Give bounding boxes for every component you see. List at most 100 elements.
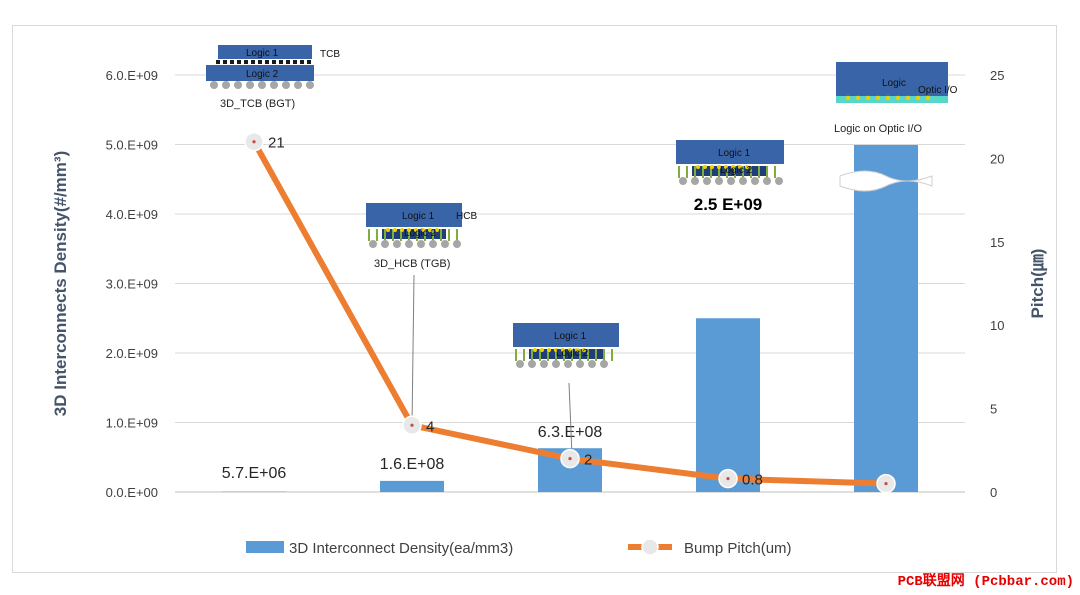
chip-bump (582, 348, 586, 352)
chip-bump (265, 60, 269, 64)
chip-top-label: Logic (882, 78, 906, 89)
chip-via (547, 349, 549, 361)
chip-via (384, 229, 386, 241)
chip-via (718, 166, 720, 178)
chip-ball (600, 360, 608, 368)
chip-bump (905, 95, 911, 101)
chip-bump (386, 228, 390, 232)
chip-ball (528, 360, 536, 368)
legend-swatch-bar (246, 541, 284, 553)
chip-bump (258, 60, 262, 64)
chip-bump (724, 165, 728, 169)
bar-value-label: 2.5 E+09 (694, 195, 763, 214)
left-tick-label: 4.0.E+09 (106, 207, 158, 222)
pitch-point-center (568, 457, 572, 461)
chip-bump (696, 165, 700, 169)
chip-ball (751, 177, 759, 185)
chip-die-bottom (206, 65, 314, 81)
chip-ball (727, 177, 735, 185)
chart-frame (12, 25, 1057, 573)
axis-break-mark (839, 170, 933, 192)
chip-via (678, 166, 680, 178)
density-bar (380, 480, 444, 492)
chip-bump (393, 228, 397, 232)
chip-ball (429, 240, 437, 248)
chip-die-logic (836, 62, 948, 96)
chip-via (555, 349, 557, 361)
chip-tag: Optic I/O (918, 85, 958, 96)
chip-ball (222, 81, 230, 89)
left-tick-label: 0.0.E+00 (106, 485, 158, 500)
chip-bump (885, 95, 891, 101)
chip-bump (300, 60, 304, 64)
leader-line (411, 274, 415, 426)
chip-die-bottom (382, 229, 446, 239)
chip-bump (738, 165, 742, 169)
chip-bump (237, 60, 241, 64)
chip-die-top (366, 203, 462, 227)
chip-via (595, 349, 597, 361)
right-tick-label: 20 (990, 151, 1004, 166)
chip-ball (441, 240, 449, 248)
chip-top-label: Logic 1 (246, 48, 279, 59)
right-tick-label: 5 (990, 402, 997, 417)
chip-bottom-label: Logic 2 (246, 69, 279, 80)
pitch-point-center (726, 477, 730, 481)
chip-top-label: Logic 1 (554, 331, 587, 342)
chip-optic-layer (836, 96, 948, 103)
chip-ball (576, 360, 584, 368)
bar-value-label: 1.6.E+08 (380, 456, 445, 473)
chip-bump (421, 228, 425, 232)
chip-bump (895, 95, 901, 101)
chip-ball (715, 177, 723, 185)
chip-ball (210, 81, 218, 89)
chip-bump (554, 348, 558, 352)
chip-bottom-label: Logic 2 (720, 165, 753, 176)
chip-caption: Logic on Optic I/O (834, 123, 922, 135)
legend-label: Bump Pitch(um) (684, 540, 792, 557)
chip-bump (855, 95, 861, 101)
density-bar (854, 145, 918, 492)
chip-via (368, 229, 370, 241)
right-tick-label: 0 (990, 485, 997, 500)
chip-ball (703, 177, 711, 185)
chip-bump (575, 348, 579, 352)
chip-ball (381, 240, 389, 248)
chip-caption: 3D_TCB (BGT) (220, 98, 295, 110)
chip-via (424, 229, 426, 241)
chip-bump (731, 165, 735, 169)
chip-bump (407, 228, 411, 232)
chip-via (571, 349, 573, 361)
legend-swatch-marker (641, 538, 659, 556)
pitch-point-center (410, 423, 414, 427)
chip-ball (775, 177, 783, 185)
chip-ball (588, 360, 596, 368)
chip-via (758, 166, 760, 178)
chip-bump (925, 95, 931, 101)
chip-bump (223, 60, 227, 64)
chip-ball (282, 81, 290, 89)
chip-via (448, 229, 450, 241)
chip-bump (244, 60, 248, 64)
chip-ball (564, 360, 572, 368)
chip-caption: 3D_HCB (TGB) (374, 258, 450, 270)
right-tick-label: 25 (990, 68, 1004, 83)
chip-bump (710, 165, 714, 169)
chip-ball (234, 81, 242, 89)
left-axis-title: 3D Interconnects Density(#/mm³) (51, 151, 70, 416)
chip-via (694, 166, 696, 178)
chip-via (734, 166, 736, 178)
chip-via (456, 229, 458, 241)
chip-bump (279, 60, 283, 64)
right-tick-label: 15 (990, 235, 1004, 250)
chip-bump (293, 60, 297, 64)
leader-line (568, 382, 573, 457)
chip-bump (745, 165, 749, 169)
chip-ball (258, 81, 266, 89)
chip-via (750, 166, 752, 178)
left-tick-label: 5.0.E+09 (106, 138, 158, 153)
chip-via (587, 349, 589, 361)
chip-die-bottom (692, 166, 768, 176)
chip-ball (552, 360, 560, 368)
